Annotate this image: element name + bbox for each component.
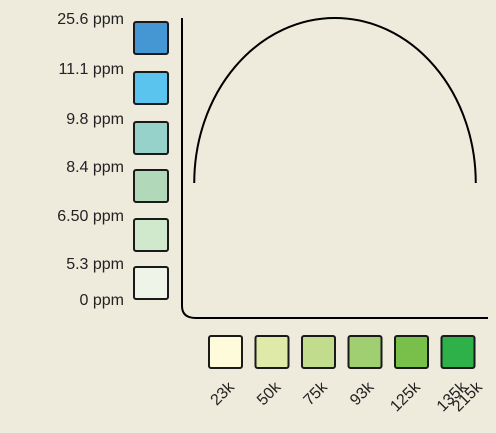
x-swatch bbox=[301, 335, 336, 369]
chart-axes bbox=[181, 18, 488, 319]
y-swatch bbox=[133, 71, 169, 105]
y-tick-label: 6.50 ppm bbox=[57, 208, 124, 225]
y-tick-label: 8.4 ppm bbox=[66, 159, 124, 176]
x-swatch bbox=[254, 335, 290, 369]
x-tick-label: 75k bbox=[301, 378, 332, 409]
y-tick-label: 9.8 ppm bbox=[66, 111, 124, 128]
y-swatch bbox=[133, 169, 169, 203]
y-tick-label: 25.6 ppm bbox=[57, 11, 124, 28]
series-curve bbox=[193, 17, 477, 184]
y-tick-label: 11.1 ppm bbox=[58, 61, 124, 78]
x-tick-label: 23k bbox=[208, 378, 239, 409]
y-axis-swatches bbox=[133, 21, 169, 300]
x-axis-swatches bbox=[208, 335, 476, 369]
y-tick-label: 0 ppm bbox=[80, 292, 124, 309]
x-swatch bbox=[394, 335, 429, 369]
y-swatch bbox=[133, 266, 169, 300]
y-axis-tick-labels: 25.6 ppm 11.1 ppm 9.8 ppm 8.4 ppm 6.50 ppm 5.… bbox=[57, 11, 124, 309]
x-swatch bbox=[440, 335, 476, 369]
x-swatch bbox=[347, 335, 383, 369]
y-tick-label: 5.3 ppm bbox=[66, 256, 124, 273]
y-swatch bbox=[133, 121, 169, 155]
x-tick-label: 125k bbox=[387, 378, 424, 415]
y-swatch bbox=[133, 218, 169, 252]
x-tick-label: 50k bbox=[254, 378, 285, 409]
x-swatch bbox=[208, 335, 243, 369]
x-tick-label: 93k bbox=[347, 378, 378, 409]
y-swatch bbox=[133, 21, 169, 55]
